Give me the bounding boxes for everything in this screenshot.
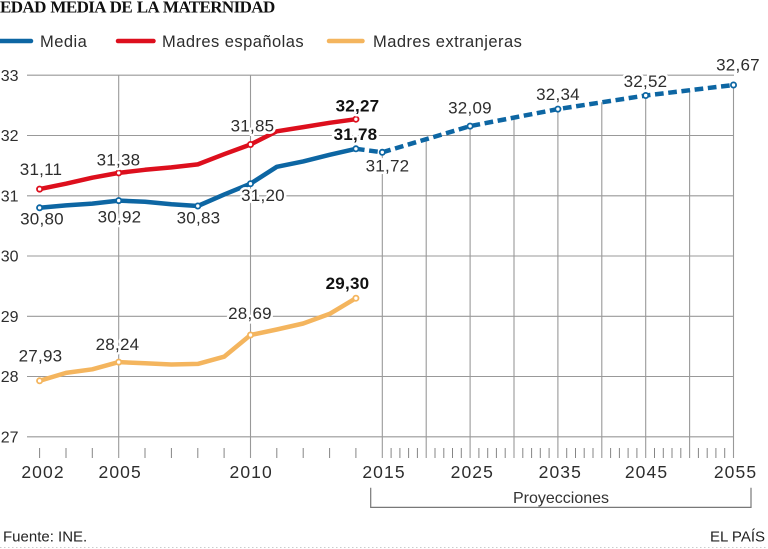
svg-text:27: 27 — [1, 429, 19, 446]
svg-text:31,78: 31,78 — [334, 125, 378, 144]
svg-text:2005: 2005 — [99, 462, 142, 482]
svg-text:31,20: 31,20 — [241, 186, 285, 205]
svg-text:2015: 2015 — [362, 462, 405, 482]
svg-text:2055: 2055 — [714, 462, 757, 482]
svg-text:31,85: 31,85 — [231, 116, 275, 135]
svg-text:32: 32 — [1, 128, 19, 145]
svg-text:2035: 2035 — [539, 462, 582, 482]
svg-text:2045: 2045 — [625, 462, 668, 482]
svg-text:32,27: 32,27 — [336, 96, 380, 115]
svg-text:31,38: 31,38 — [97, 151, 141, 170]
svg-text:30,83: 30,83 — [177, 209, 221, 228]
svg-text:32,34: 32,34 — [536, 85, 580, 104]
svg-text:Madres españolas: Madres españolas — [162, 33, 304, 51]
svg-text:2002: 2002 — [21, 462, 64, 482]
svg-text:31,11: 31,11 — [20, 160, 63, 179]
svg-text:EDAD MEDIA DE LA MATERNIDAD: EDAD MEDIA DE LA MATERNIDAD — [0, 0, 275, 17]
svg-text:30: 30 — [1, 249, 19, 266]
svg-text:28,69: 28,69 — [228, 304, 272, 323]
svg-text:30,92: 30,92 — [98, 208, 142, 227]
svg-text:EL PAÍS: EL PAÍS — [710, 529, 765, 546]
svg-text:32,09: 32,09 — [448, 99, 492, 118]
svg-text:Fuente: INE.: Fuente: INE. — [3, 529, 87, 546]
svg-text:29,30: 29,30 — [326, 274, 370, 293]
svg-text:28,24: 28,24 — [96, 335, 140, 354]
svg-text:27,93: 27,93 — [19, 347, 63, 366]
svg-text:Madres extranjeras: Madres extranjeras — [373, 33, 522, 51]
svg-text:31,72: 31,72 — [366, 156, 410, 175]
svg-text:33: 33 — [1, 68, 19, 85]
svg-text:32,67: 32,67 — [716, 56, 760, 75]
svg-text:Media: Media — [40, 33, 88, 51]
svg-text:2010: 2010 — [230, 462, 273, 482]
svg-text:32,52: 32,52 — [624, 72, 668, 91]
svg-text:31: 31 — [1, 188, 19, 205]
svg-text:30,80: 30,80 — [20, 210, 64, 229]
svg-text:2025: 2025 — [451, 462, 494, 482]
svg-text:Proyecciones: Proyecciones — [513, 490, 609, 507]
svg-text:28: 28 — [1, 369, 19, 386]
svg-text:29: 29 — [1, 309, 19, 326]
